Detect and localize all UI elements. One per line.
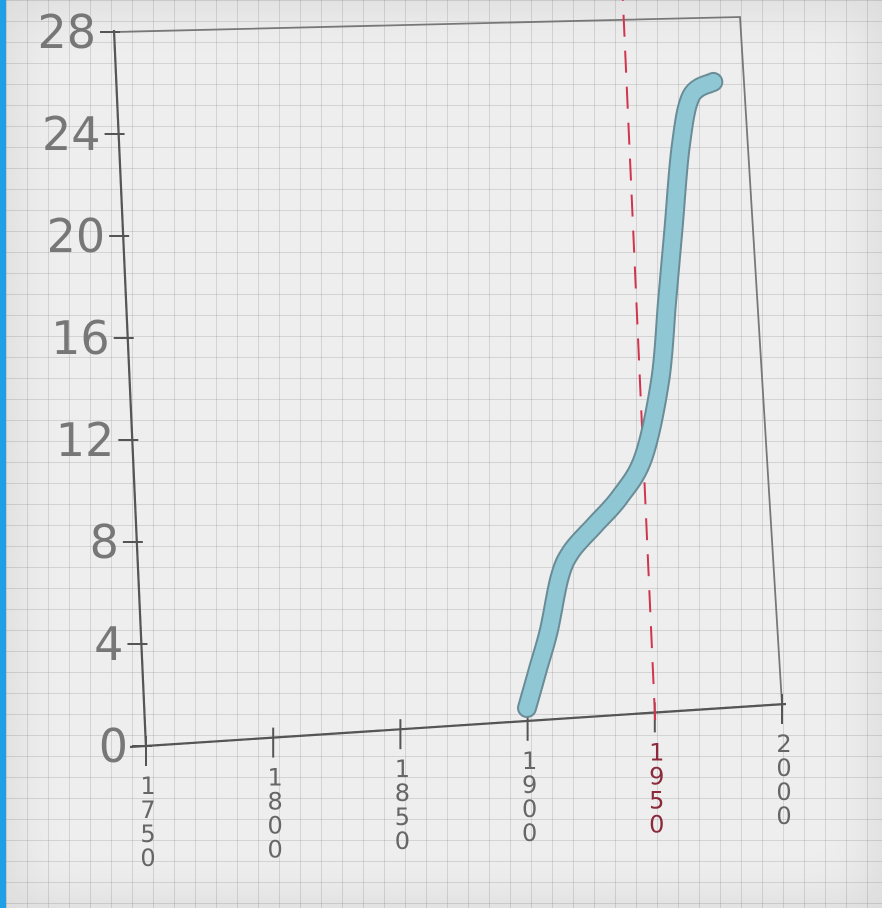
y-tick-label: 8 — [90, 515, 119, 569]
y-tick-label: 0 — [99, 719, 128, 773]
y-tick-label: 24 — [42, 107, 101, 161]
y-tick-label: 12 — [56, 413, 115, 467]
y-tick-label: 4 — [94, 617, 123, 671]
y-axis-ticks: 0 4 8 12 16 20 24 28 — [37, 5, 152, 773]
y-tick-label: 28 — [37, 5, 96, 59]
y-tick-label: 16 — [51, 311, 110, 365]
series-band — [519, 73, 722, 716]
chart: 0 4 8 12 16 20 24 28 1 7 5 0 1 8 0 0 1 8 5 0 1 9 0 0 1 9 5 0 2 0 0 0 — [37, 0, 792, 872]
y-axis — [112, 29, 148, 749]
reference-line — [621, 0, 657, 721]
x-axis — [129, 702, 787, 749]
x-axis-ticks: 1 7 5 0 1 8 0 0 1 8 5 0 1 9 0 0 1 9 5 0 2 0 0 0 — [140, 694, 792, 872]
y-tick-label: 20 — [47, 209, 106, 263]
